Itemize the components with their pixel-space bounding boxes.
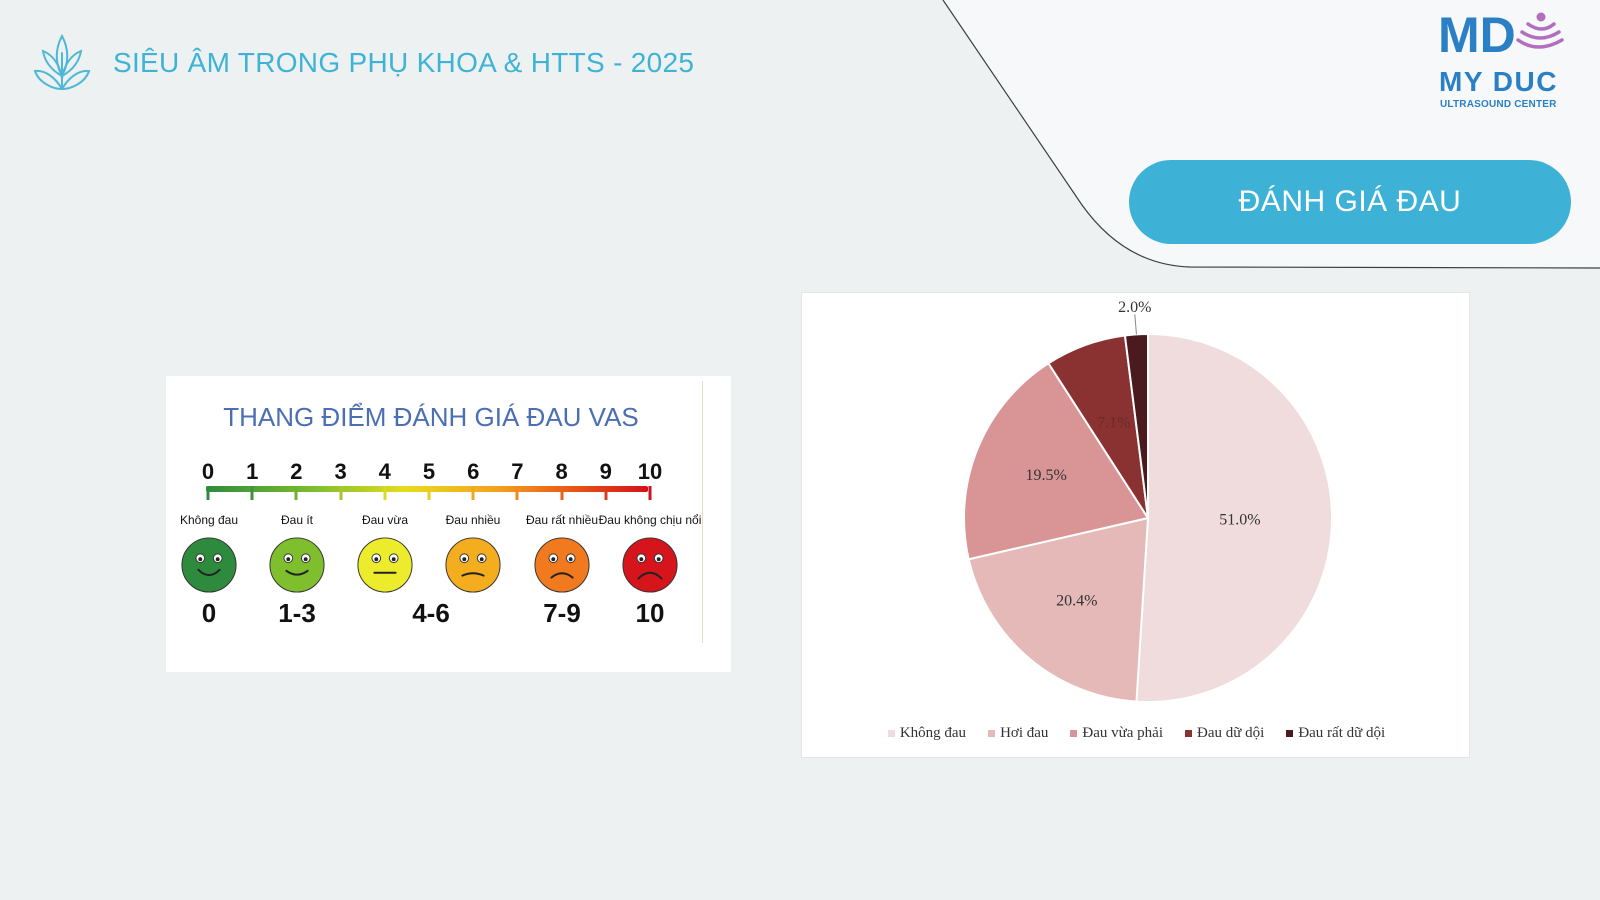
- pie-data-label: 2.0%: [1118, 299, 1151, 316]
- vas-tick-label: 2: [290, 459, 303, 484]
- vas-range-label: 1-3: [278, 598, 316, 628]
- vas-pain-scale-image: THANG ĐIỂM ĐÁNH GIÁ ĐAU VAS 0 1 2 3 4 5 6 7 8 9 10…: [166, 376, 731, 672]
- vas-tick-mark: [294, 486, 298, 500]
- vas-edge-line: [702, 381, 703, 643]
- legend-item: Đau dữ dội: [1185, 725, 1264, 742]
- legend-swatch: [1070, 730, 1078, 737]
- lotus-logo-icon: [33, 33, 91, 91]
- vas-tick-label: 4: [378, 459, 391, 484]
- pain-face-icon: [534, 537, 590, 593]
- legend-label: Không đau: [899, 725, 967, 741]
- legend-swatch: [988, 730, 996, 737]
- legend-label: Đau dữ dội: [1197, 725, 1265, 741]
- vas-tick-mark: [206, 486, 210, 500]
- vas-face-label: Đau vừa: [361, 513, 409, 527]
- pie-slice: [1123, 332, 1149, 519]
- vas-gradient-bar: [206, 486, 648, 492]
- vas-range-label: 10: [635, 598, 665, 628]
- pain-face-icon: [181, 537, 237, 593]
- vas-tick-mark: [427, 486, 431, 500]
- vas-face-label: Không đau: [179, 513, 239, 527]
- legend-swatch: [1286, 730, 1294, 737]
- vas-tick-mark: [648, 486, 652, 500]
- vas-tick-label: 8: [555, 459, 568, 484]
- legend-item: Đau vừa phải: [1070, 725, 1163, 742]
- vas-face-label: Đau rất nhiều: [525, 513, 599, 527]
- pie-data-label: 20.4%: [1056, 593, 1097, 610]
- vas-tick-label: 6: [467, 459, 480, 484]
- pain-face-icon: [445, 537, 501, 593]
- vas-face-label: Đau không chịu nổi: [598, 513, 702, 527]
- pie-slice: [967, 516, 1150, 703]
- logo-name: MY DUC: [1439, 66, 1558, 97]
- pie-data-label: 7.1%: [1097, 415, 1130, 432]
- vas-title: THANG ĐIỂM ĐÁNH GIÁ ĐAU VAS: [223, 402, 639, 432]
- vas-tick-mark: [604, 486, 608, 500]
- vas-tick-label: 3: [334, 459, 347, 484]
- vas-tick-mark: [250, 486, 254, 500]
- legend-item: Hơi đau: [988, 725, 1048, 742]
- legend-label: Đau vừa phải: [1082, 725, 1164, 741]
- pie-label-leader-line: [1134, 314, 1137, 335]
- vas-tick-mark: [339, 486, 343, 500]
- header: SIÊU ÂM TRONG PHỤ KHOA & HTTS - 2025: [33, 33, 694, 93]
- pie-slice: [963, 361, 1150, 561]
- vas-tick-mark: [560, 486, 564, 500]
- vas-tick-mark: [515, 486, 519, 500]
- pain-face-icon: [269, 537, 325, 593]
- legend-swatch: [1185, 730, 1193, 737]
- vas-tick-label: 1: [246, 459, 259, 484]
- chart-legend: Không đau Hơi đau Đau vừa phải Đau dữ dội Đa…: [802, 725, 1471, 742]
- presentation-title: SIÊU ÂM TRONG PHỤ KHOA & HTTS - 2025: [113, 47, 695, 78]
- legend-label: Đau rất dữ dội: [1298, 725, 1386, 741]
- legend-item: Không đau: [887, 725, 967, 742]
- vas-range-label: 7-9: [543, 598, 581, 628]
- md-logo-mark-icon: MD: [1438, 10, 1564, 58]
- vas-face-label: Đau nhiều: [445, 513, 501, 527]
- vas-face-label: Đau ít: [280, 513, 314, 527]
- vas-tick-label: 9: [599, 459, 612, 484]
- pain-face-icon: [357, 537, 413, 593]
- vas-tick-label: 7: [511, 459, 524, 484]
- section-title-badge: ĐÁNH GIÁ ĐAU: [1129, 160, 1571, 244]
- vas-range-label: 4-6: [412, 598, 450, 628]
- vas-tick-mark: [471, 486, 475, 500]
- logo-wordmark: MD: [1438, 10, 1516, 58]
- pain-face-icon: [622, 537, 678, 593]
- legend-label: Hơi đau: [1000, 725, 1049, 741]
- pie-data-label: 51.0%: [1219, 512, 1260, 529]
- vas-range-label: 0: [201, 598, 217, 628]
- legend-item: Đau rất dữ dội: [1286, 725, 1385, 742]
- pie-chart: 51.0% 20.4% 19.5% 7.1% 2.0%: [963, 299, 1333, 703]
- pie-data-label: 19.5%: [1025, 467, 1066, 484]
- legend-swatch: [887, 730, 895, 737]
- vas-tick-label: 5: [422, 459, 436, 484]
- vas-tick-label: 0: [201, 459, 215, 484]
- pie-slice: [1135, 332, 1333, 703]
- pain-assessment-chart: 51.0% 20.4% 19.5% 7.1% 2.0% Không đau Hơi đau…: [801, 292, 1470, 758]
- vas-tick-label: 10: [637, 459, 663, 484]
- logo-subtitle: ULTRASOUND CENTER: [1440, 99, 1557, 110]
- vas-tick-mark: [383, 486, 387, 500]
- my-duc-logo: MD MY DUC ULTRASOUND CENTER: [1438, 10, 1568, 110]
